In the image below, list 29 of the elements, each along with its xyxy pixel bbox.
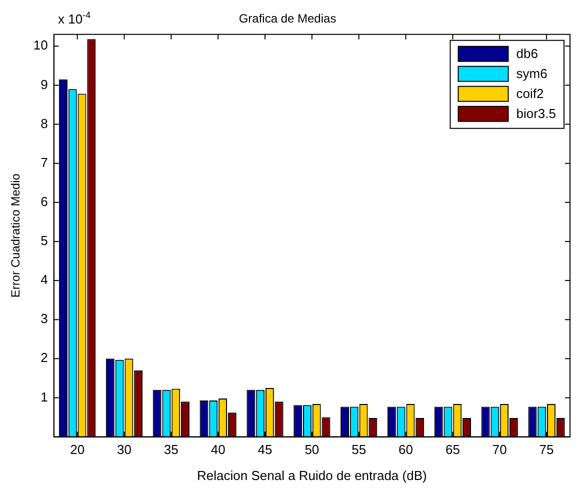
x-tick-label: 65 [445,442,460,458]
x-tick-label: 45 [258,442,272,458]
x-tick-label: 35 [164,442,178,458]
x-tick-label: 75 [539,442,554,458]
x-tick-label: 40 [210,442,226,458]
y-tick-label: 5 [40,233,48,248]
legend-label: db6 [516,46,538,61]
x-tick-label: 55 [352,442,366,458]
text: x 10$^{-4}$ [58,10,91,26]
x-tick-label: 60 [398,442,414,458]
y-axis-title: Error Cuadratico Medio [8,173,23,298]
y-tick-label: 7 [40,154,48,170]
x-tick-label: 20 [70,442,85,458]
legend-label: bior3.5 [516,106,556,121]
y-tick-label: 4 [40,272,48,288]
legend-label: sym6 [516,66,548,81]
legend-label: coif2 [516,86,544,101]
x-tick-label: 50 [304,442,320,458]
y-tick-label: 3 [40,311,48,326]
y-tick-label: 2 [40,350,48,366]
y-tick-label: 6 [40,194,48,209]
y-tick-label: 9 [40,76,48,92]
y-tick-label: 8 [40,116,48,131]
y-tick-label: 1 [40,389,48,404]
x-tick-label: 70 [492,442,507,458]
x-axis-title: Relacion Senal a Ruido de entrada (dB) [197,468,427,483]
y-tick-label: 10 [33,38,48,53]
chart-title: Grafica de Medias [238,12,336,26]
x-tick-label: 30 [117,442,132,458]
